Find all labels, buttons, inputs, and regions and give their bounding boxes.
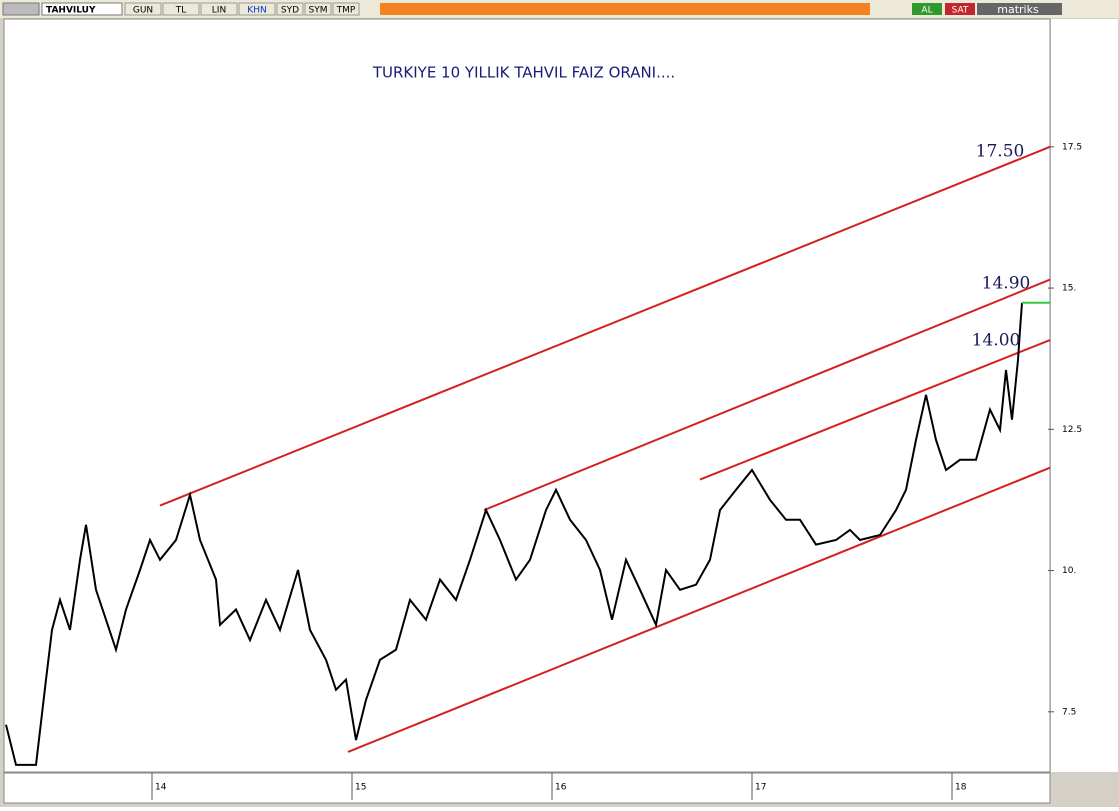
- x-axis-area: [3, 772, 1051, 804]
- brand-box: [977, 3, 1062, 15]
- plot-area: [3, 18, 1051, 773]
- toolbar-button[interactable]: [124, 2, 162, 16]
- sell-label[interactable]: SAT: [952, 6, 969, 16]
- toolbar-button[interactable]: [332, 2, 360, 16]
- toolbar-button[interactable]: [238, 2, 276, 16]
- y-tick-label: 10.: [1062, 566, 1076, 576]
- toolbar-bar: [380, 3, 870, 15]
- annotation: 14.90: [982, 274, 1031, 294]
- toolbar-button[interactable]: [304, 2, 332, 16]
- toolbar-button-label[interactable]: SYM: [309, 6, 328, 16]
- toolbar-button-label[interactable]: LIN: [212, 6, 226, 16]
- toolbar-button-label[interactable]: KHN: [247, 6, 266, 16]
- toolbar-button-label[interactable]: TMP: [336, 6, 356, 16]
- symbol: TAHVILUY: [46, 6, 96, 16]
- x-tick-label: 15: [355, 783, 366, 793]
- trend-line: [347, 466, 1051, 753]
- x-tick-label: 16: [555, 783, 567, 793]
- x-tick-label: 14: [155, 783, 167, 793]
- x-tick-label: 17: [755, 783, 766, 793]
- symbol-box[interactable]: [41, 2, 123, 16]
- buy-label[interactable]: AL: [921, 6, 932, 16]
- toolbar-icon[interactable]: [2, 2, 40, 16]
- toolbar-button[interactable]: [276, 2, 304, 16]
- y-axis-area: [1051, 19, 1118, 772]
- trend-line: [699, 339, 1051, 481]
- y-tick-label: 17.5: [1062, 142, 1082, 152]
- y-tick-label: 12.5: [1062, 425, 1082, 435]
- trend-line: [483, 278, 1051, 512]
- sell-button[interactable]: [945, 3, 975, 15]
- annotation: 14.00: [972, 331, 1021, 351]
- trend-line: [159, 145, 1051, 507]
- toolbar-button[interactable]: [162, 2, 200, 16]
- y-tick-label: 7.5: [1062, 707, 1076, 717]
- price-line: [5, 302, 1023, 766]
- x-tick-label: 18: [955, 783, 967, 793]
- y-tick-label: 15.: [1062, 284, 1076, 294]
- chart-title: TURKIYE 10 YILLIK TAHVIL FAIZ ORANI....: [372, 64, 675, 82]
- brand: matriks: [997, 3, 1039, 16]
- buy-button[interactable]: [912, 3, 942, 15]
- toolbar-button-label[interactable]: SYD: [281, 6, 299, 16]
- toolbar-button-label[interactable]: GUN: [133, 6, 153, 16]
- toolbar-button-label[interactable]: TL: [175, 6, 187, 16]
- annotation: 17.50: [976, 142, 1025, 162]
- toolbar-button[interactable]: [200, 2, 238, 16]
